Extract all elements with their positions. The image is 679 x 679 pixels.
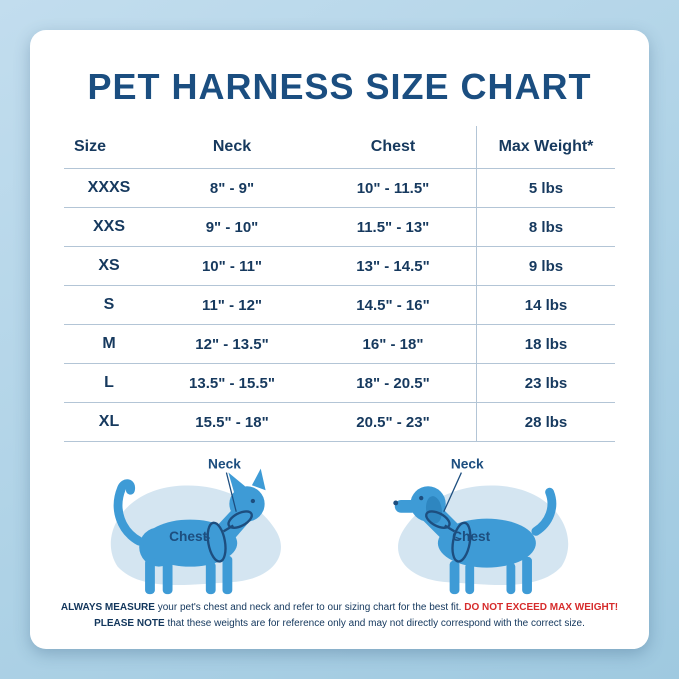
- cell-neck: 15.5" - 18": [154, 402, 310, 442]
- cat-chest-label: Chest: [169, 529, 208, 544]
- header-chest: Chest: [310, 126, 477, 169]
- cell-chest: 10" - 11.5": [310, 168, 477, 208]
- footnote-note-bold: PLEASE NOTE: [94, 617, 165, 629]
- cell-max-weight: 5 lbs: [476, 168, 615, 208]
- dog-chest-strap: [451, 521, 472, 563]
- cell-size: XXS: [64, 207, 154, 247]
- cat-harness-connector: [222, 523, 234, 532]
- cell-max-weight: 14 lbs: [476, 285, 615, 325]
- cell-size: M: [64, 324, 154, 364]
- cat-harness: [206, 509, 253, 563]
- cat-leg: [222, 555, 233, 594]
- footnote-measure-text: your pet's chest and neck and refer to o…: [154, 602, 465, 613]
- cell-size: L: [64, 363, 154, 403]
- table-row: XS 10" - 11" 13" - 14.5" 9 lbs: [64, 246, 615, 286]
- table-header-row: Size Neck Chest Max Weight*: [64, 126, 615, 169]
- cat-leg: [205, 561, 216, 594]
- dog-neck-strap: [425, 509, 451, 529]
- dog-leg: [449, 560, 460, 594]
- dog-nose: [393, 499, 399, 505]
- cell-neck: 9" - 10": [154, 207, 310, 247]
- dog-chest-label: Chest: [452, 529, 491, 544]
- cell-chest: 16" - 18": [310, 324, 477, 364]
- footnote-line-2: PLEASE NOTE that these weights are for r…: [50, 616, 629, 632]
- cell-size: S: [64, 285, 154, 325]
- cat-silhouette: [113, 468, 266, 594]
- size-table: Size Neck Chest Max Weight* XXXS 8" - 9"…: [64, 126, 615, 442]
- cell-chest: 13" - 14.5": [310, 246, 477, 286]
- cat-neck-leader-line: [225, 471, 237, 512]
- dog-eye: [419, 495, 424, 500]
- cell-chest: 11.5" - 13": [310, 207, 477, 247]
- cat-neck-label: Neck: [208, 456, 241, 471]
- footnote-note-text: that these weights are for reference onl…: [164, 617, 585, 629]
- cat-illustration: Neck Chest: [80, 451, 316, 598]
- header-neck: Neck: [154, 126, 310, 169]
- dog-ear: [425, 495, 442, 523]
- footnote-line-1: ALWAYS MEASURE your pet's chest and neck…: [50, 600, 629, 616]
- cell-chest: 20.5" - 23": [310, 402, 477, 442]
- cell-neck: 8" - 9": [154, 168, 310, 208]
- dog-tail: [531, 487, 557, 536]
- cat-leg: [145, 558, 155, 594]
- header-max-weight: Max Weight*: [476, 126, 615, 169]
- cat-chest-strap: [206, 521, 227, 563]
- dog-neck-label: Neck: [451, 456, 484, 471]
- dog-leg: [506, 562, 516, 594]
- cell-neck: 13.5" - 15.5": [154, 363, 310, 403]
- dog-harness: [425, 509, 472, 563]
- footnote: ALWAYS MEASURE your pet's chest and neck…: [50, 600, 629, 631]
- cell-max-weight: 23 lbs: [476, 363, 615, 403]
- table-row: M 12" - 13.5" 16" - 18" 18 lbs: [64, 324, 615, 364]
- table-row: XXS 9" - 10" 11.5" - 13" 8 lbs: [64, 207, 615, 247]
- cell-chest: 18" - 20.5": [310, 363, 477, 403]
- dog-silhouette: [394, 485, 557, 594]
- cell-size: XL: [64, 402, 154, 442]
- table-row: XXXS 8" - 9" 10" - 11.5" 5 lbs: [64, 168, 615, 208]
- size-chart-card: PET HARNESS SIZE CHART Size Neck Chest M…: [30, 30, 649, 649]
- cat-ear-right: [251, 468, 266, 490]
- cat-tail: [113, 478, 144, 546]
- cell-chest: 14.5" - 16": [310, 285, 477, 325]
- page-title: PET HARNESS SIZE CHART: [87, 66, 592, 107]
- footnote-warning: DO NOT EXCEED MAX WEIGHT!: [464, 602, 619, 613]
- table-row: XL 15.5" - 18" 20.5" - 23" 28 lbs: [64, 402, 615, 442]
- cell-max-weight: 8 lbs: [476, 207, 615, 247]
- cat-eye: [250, 498, 256, 503]
- cell-neck: 12" - 13.5": [154, 324, 310, 364]
- cell-size: XS: [64, 246, 154, 286]
- footnote-measure-bold: ALWAYS MEASURE: [60, 602, 155, 613]
- cell-size: XXXS: [64, 168, 154, 208]
- dog-body: [437, 518, 536, 568]
- table-row: S 11" - 12" 14.5" - 16" 14 lbs: [64, 285, 615, 325]
- illustrations-row: Neck Chest: [50, 442, 629, 600]
- dog-illustration: Neck Chest: [363, 451, 599, 598]
- cat-harness-diagram: Neck Chest: [110, 456, 281, 594]
- dog-chest-leader-line: [455, 536, 461, 540]
- dog-leg: [522, 556, 532, 594]
- cell-neck: 10" - 11": [154, 246, 310, 286]
- dog-harness-connector: [444, 523, 456, 532]
- cat-ear-left: [228, 472, 246, 493]
- cat-neck-strap: [227, 509, 253, 529]
- table-row: L 13.5" - 15.5" 18" - 20.5" 23 lbs: [64, 363, 615, 403]
- cat-chest-leader-line: [203, 535, 210, 539]
- cell-neck: 11" - 12": [154, 285, 310, 325]
- cell-max-weight: 28 lbs: [476, 402, 615, 442]
- header-size: Size: [64, 126, 154, 169]
- cat-body: [143, 519, 238, 567]
- cat-leg: [162, 561, 173, 594]
- dog-leg: [465, 562, 475, 594]
- dog-snout: [394, 499, 419, 513]
- dog-harness-diagram: Neck Chest: [393, 456, 569, 594]
- cell-max-weight: 9 lbs: [476, 246, 615, 286]
- cell-max-weight: 18 lbs: [476, 324, 615, 364]
- dog-neck-leader-line: [443, 471, 462, 512]
